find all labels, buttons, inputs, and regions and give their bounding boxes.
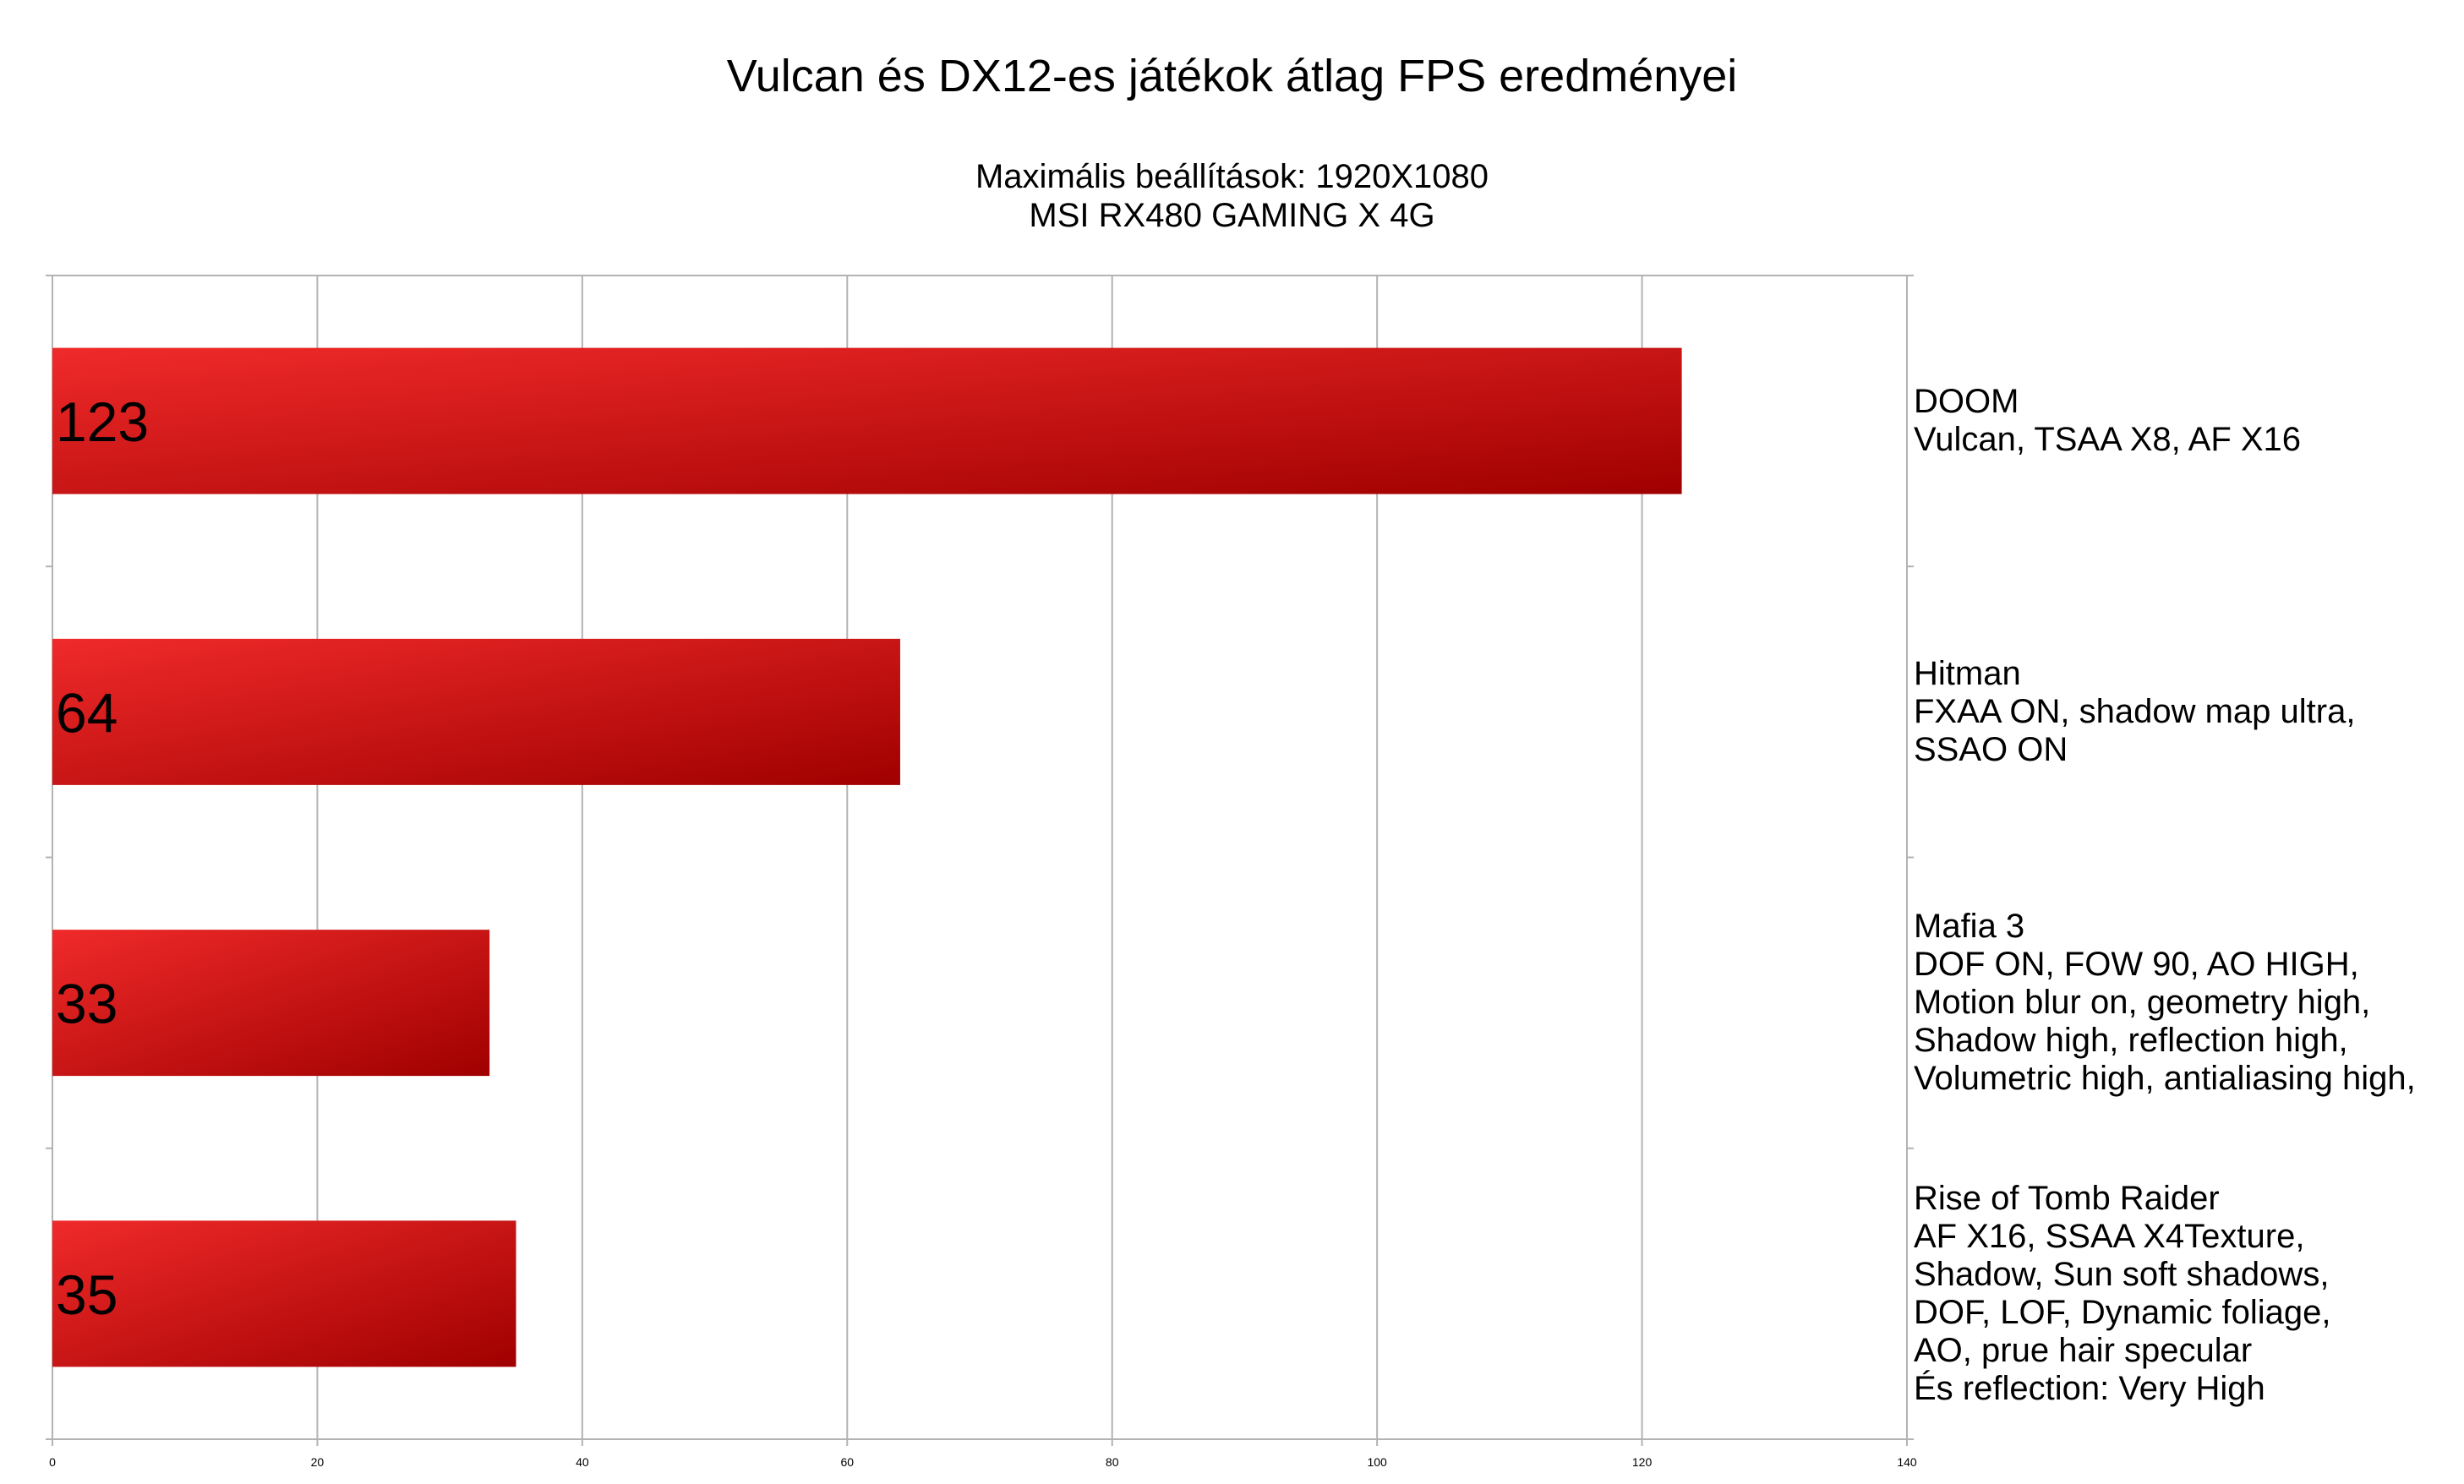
category-label-line: Motion blur on, geometry high, <box>1914 984 2371 1022</box>
bar <box>52 1220 516 1367</box>
category-label-line: Vulcan, TSAA X8, AF X16 <box>1914 421 2302 459</box>
category-label-line: AO, prue hair specular <box>1914 1331 2253 1369</box>
x-tick-label: 80 <box>1106 1455 1119 1469</box>
chart-subtitle-line-1: Maximális beállítások: 1920X1080 <box>975 158 1489 195</box>
category-label-line: DOF, LOF, Dynamic foliage, <box>1914 1293 2331 1331</box>
x-tick-label: 120 <box>1632 1455 1653 1469</box>
data-label: 64 <box>56 681 117 744</box>
category-label: Hitman FXAA ON, shadow map ultra, SSAO ON <box>1914 655 2355 769</box>
category-label-line: Rise of Tomb Raider <box>1914 1179 2220 1217</box>
x-tick-label: 40 <box>576 1455 589 1469</box>
x-tick-label: 100 <box>1367 1455 1387 1469</box>
data-label: 123 <box>56 390 149 453</box>
category-label-line: Mafia 3 <box>1914 908 2025 946</box>
category-label-line: Volumetric high, antialiasing high, <box>1914 1060 2416 1098</box>
x-tick-label: 60 <box>840 1455 854 1469</box>
category-label: Rise of Tomb Raider AF X16, SSAA X4Textur… <box>1914 1180 2331 1408</box>
category-label: DOOM Vulcan, TSAA X8, AF X16 <box>1914 383 2301 459</box>
x-tick-labels: 0 20 40 60 80 100 120 140 <box>49 1455 1917 1469</box>
bar <box>52 930 490 1077</box>
x-tick-label: 20 <box>311 1455 325 1469</box>
category-label-line: Shadow high, reflection high, <box>1914 1022 2348 1060</box>
bar <box>52 347 1682 494</box>
category-label-line: SSAO ON <box>1914 730 2068 768</box>
category-label-line: És reflection: Very High <box>1914 1369 2265 1407</box>
category-label-line: AF X16, SSAA X4Texture, <box>1914 1217 2305 1255</box>
data-label: 35 <box>56 1263 117 1326</box>
bar <box>52 638 900 785</box>
x-tick-label: 140 <box>1897 1455 1917 1469</box>
category-label-line: DOF ON, FOW 90, AO HIGH, <box>1914 946 2359 984</box>
bars <box>52 347 1682 1367</box>
data-labels: 123 64 33 35 <box>56 390 149 1326</box>
category-label-line: Shadow, Sun soft shadows, <box>1914 1255 2330 1293</box>
category-label-line: Hitman <box>1914 654 2021 692</box>
chart-subtitle-line-2: MSI RX480 GAMING X 4G <box>1029 197 1435 234</box>
x-tick-label: 0 <box>49 1455 56 1469</box>
chart-title: Vulcan és DX12-es játékok átlag FPS ered… <box>726 51 1738 101</box>
category-label: Mafia 3 DOF ON, FOW 90, AO HIGH, Motion bl… <box>1914 908 2416 1098</box>
category-label-line: DOOM <box>1914 383 2019 421</box>
data-label: 33 <box>56 973 117 1035</box>
category-label-line: FXAA ON, shadow map ultra, <box>1914 692 2356 730</box>
